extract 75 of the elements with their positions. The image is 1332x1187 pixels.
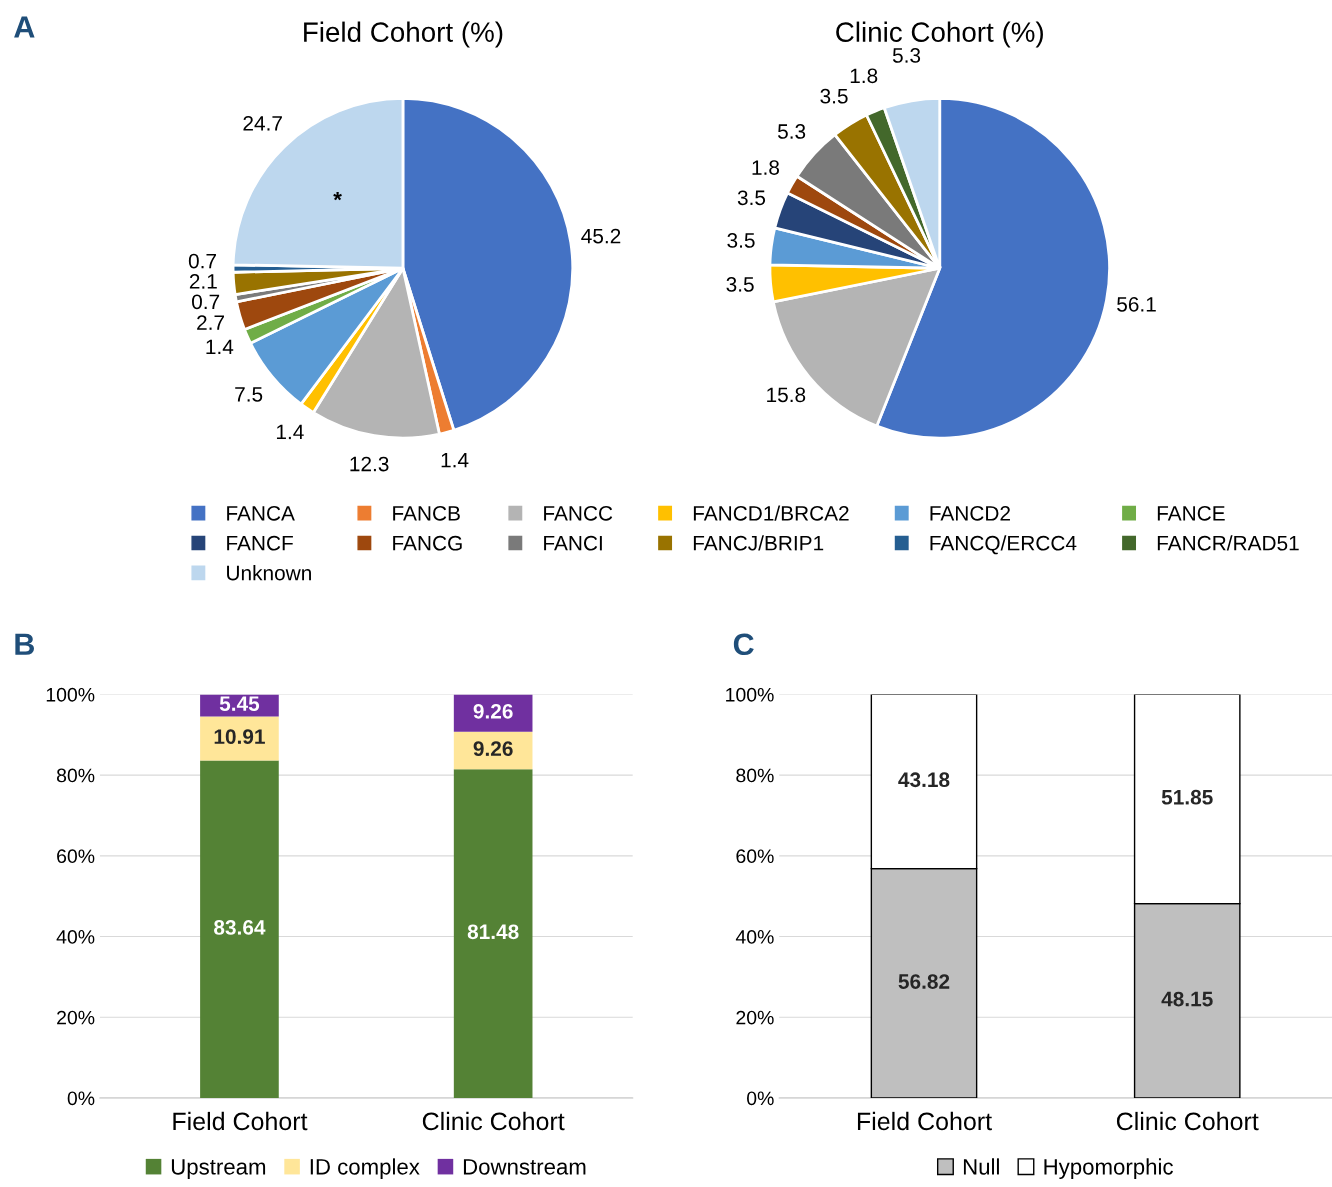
y-tick-label: 0% [67,1091,95,1106]
data-label: 12.3 [350,456,389,472]
data-label: 1.8 [752,160,780,175]
legend-label: FANCA [227,505,295,521]
data-label: 3.5 [820,88,848,104]
y-tick-label: 20% [57,1010,95,1025]
legend-label: Unknown [227,565,311,581]
y-tick-label: 40% [735,930,774,944]
x-tick-label: Clinic Cohort [422,1111,565,1131]
legend-label: FANCD2 [930,505,1010,521]
legend-label: FANCQ/ERCC4 [930,535,1077,555]
x-tick-label: Field Cohort [857,1111,992,1131]
legend-label: Hypomorphic [1044,1158,1173,1180]
data-label: 0.7 [192,294,220,310]
y-tick-label: 0% [747,1091,774,1106]
legend-label: FANCB [393,505,460,521]
data-label: 48.15 [1161,991,1213,1007]
data-label: 7.5 [235,387,263,402]
legend-label: FANCI [544,535,602,551]
data-label: 3.5 [727,233,755,248]
legend-label: Null [963,1158,999,1175]
data-label: 2.1 [189,274,217,289]
legend-label: FANCF [227,535,293,551]
data-label: 10.91 [214,729,265,744]
bar [200,760,279,1098]
legend-label: ID complex [310,1158,420,1180]
data-label: 1.8 [850,68,878,84]
y-tick-label: 60% [736,849,774,864]
bar [453,769,533,1098]
y-tick-label: 100% [46,687,95,702]
legend-label: FANCG [393,535,462,551]
legend-label: FANCD1/BRCA2 [693,505,849,521]
y-tick-label: 40% [56,930,95,944]
text: A [14,16,35,38]
text: B [15,633,34,655]
data-label: 1.4 [441,452,469,468]
data-label: 5.3 [777,124,806,139]
data-label: 56.1 [1117,296,1156,312]
data-label: 3.5 [726,277,754,292]
text: C [733,633,754,656]
legend-label: Downstream [463,1159,586,1175]
y-tick-label: 80% [736,768,774,783]
data-label: 5.3 [892,48,921,63]
data-label: 15.8 [767,387,806,403]
data-label: 3.5 [737,190,766,206]
data-label: 9.26 [473,741,513,757]
legend-label: Upstream [171,1159,266,1180]
y-tick-label: 100% [726,687,774,702]
data-label: 83.64 [214,920,266,935]
y-tick-label: 60% [57,849,95,864]
legend-label: FANCE [1157,505,1225,521]
data-label: 43.18 [898,772,950,788]
data-label: 24.7 [243,115,282,131]
bar [200,716,279,761]
data-label: 45.2 [581,228,621,244]
legend-label: FANCC [544,505,613,521]
text: * [333,192,342,201]
data-label: 81.48 [467,924,519,940]
legend-label: FANCR/RAD51 [1157,535,1299,551]
data-label: 2.7 [197,315,224,330]
y-tick-label: 80% [56,768,95,783]
chart-title: Clinic Cohort (%) [836,21,1043,48]
y-tick-label: 20% [736,1010,774,1025]
data-label: 1.4 [206,339,234,355]
data-label: 9.26 [473,703,513,719]
chart-title: Field Cohort (%) [304,21,503,48]
data-label: 5.45 [219,696,260,711]
x-tick-label: Field Cohort [173,1111,308,1131]
data-label: 51.85 [1161,789,1213,805]
data-label: 1.4 [276,424,304,440]
x-tick-label: Clinic Cohort [1116,1111,1259,1131]
bar [453,694,533,732]
data-label: 56.82 [898,974,950,989]
data-label: 0.7 [188,253,216,269]
legend-label: FANCJ/BRIP1 [693,535,824,551]
